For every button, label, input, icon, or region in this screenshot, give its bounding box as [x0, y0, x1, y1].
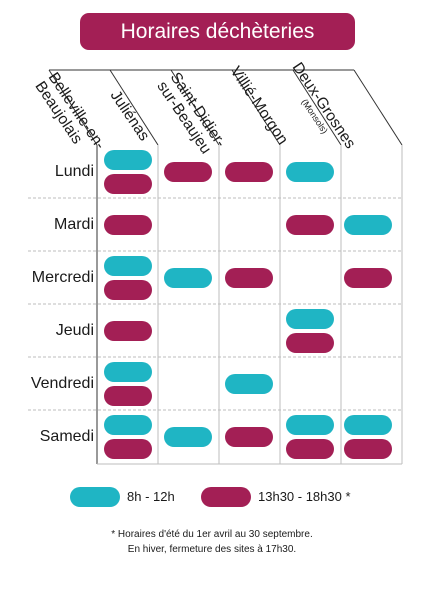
afternoon-slot — [286, 332, 334, 353]
morning-slot — [344, 415, 392, 435]
afternoon-slot — [225, 427, 273, 447]
legend-afternoon-swatch — [201, 487, 251, 507]
afternoon-slot — [104, 214, 152, 235]
morning-slot — [104, 361, 152, 382]
afternoon-slot — [225, 267, 273, 288]
header-divider — [109, 69, 159, 146]
day-label: Jeudi — [55, 321, 94, 339]
day-label: Mardi — [53, 215, 94, 233]
day-label: Vendredi — [30, 374, 94, 392]
morning-slot — [104, 255, 152, 276]
header-divider — [48, 69, 98, 146]
header-divider — [170, 69, 220, 146]
day-label: Samedi — [39, 428, 94, 445]
page-title: Horaires déchèteries — [80, 13, 355, 50]
afternoon-slot — [104, 279, 152, 300]
morning-slot — [344, 214, 392, 235]
afternoon-slot — [286, 439, 334, 459]
afternoon-slot — [344, 267, 392, 288]
footnote-line-1: * Horaires d'été du 1er avril au 30 sept… — [111, 529, 313, 540]
morning-slot — [164, 267, 212, 288]
header-divider — [231, 69, 281, 146]
legend-afternoon-label: 13h30 - 18h30 * — [258, 489, 351, 504]
afternoon-slot — [225, 161, 273, 182]
morning-slot — [104, 149, 152, 170]
day-label: Lundi — [54, 162, 94, 180]
day-label: Mercredi — [31, 268, 94, 286]
afternoon-slot — [104, 173, 152, 194]
legend-morning-label: 8h - 12h — [127, 489, 175, 504]
header-divider — [292, 69, 342, 146]
header-divider — [353, 69, 403, 146]
morning-slot — [286, 415, 334, 435]
morning-slot — [104, 415, 152, 435]
morning-slot — [286, 308, 334, 329]
morning-slot — [225, 373, 273, 394]
afternoon-slot — [104, 385, 152, 406]
afternoon-slot — [104, 320, 152, 341]
morning-slot — [286, 161, 334, 182]
morning-slot — [164, 427, 212, 447]
afternoon-slot — [344, 439, 392, 459]
legend-morning-swatch — [70, 487, 120, 507]
afternoon-slot — [164, 161, 212, 182]
footnote-line-2: En hiver, fermeture des sites à 17h30. — [127, 544, 297, 555]
afternoon-slot — [104, 439, 152, 459]
afternoon-slot — [286, 214, 334, 235]
